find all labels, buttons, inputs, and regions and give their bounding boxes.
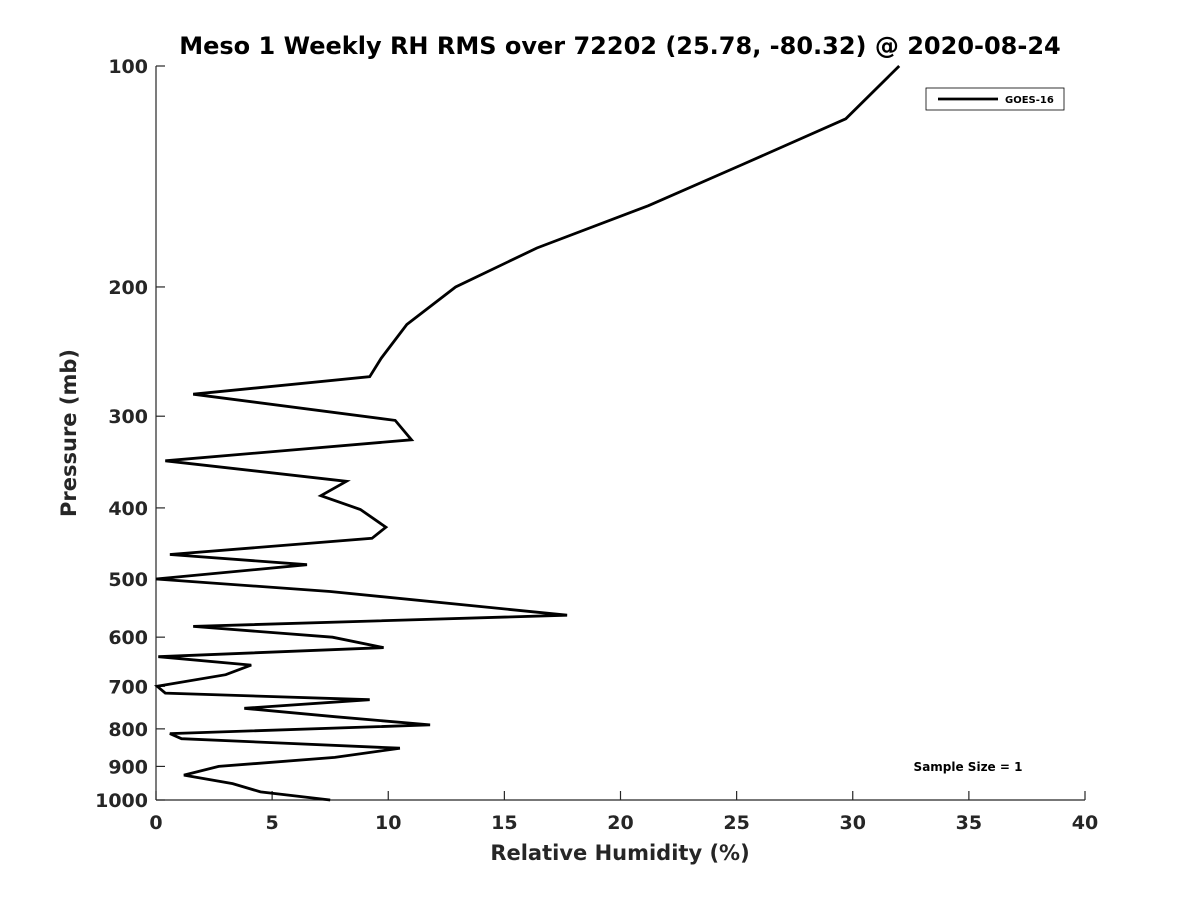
y-tick-label: 700: [108, 676, 148, 698]
x-tick-label: 20: [607, 812, 633, 834]
x-tick-label: 30: [840, 812, 866, 834]
y-tick-label: 300: [108, 406, 148, 428]
x-ticks: 0 5 10 15 20 25 30 35 40: [149, 791, 1098, 834]
y-tick-label: 900: [108, 756, 148, 778]
y-ticks: 100 200 300 400 500 600 700 800 900 1000: [95, 56, 165, 812]
y-tick-label: 100: [108, 56, 148, 78]
x-tick-label: 35: [956, 812, 982, 834]
series-line-goes-16: [153, 65, 901, 802]
plot-area: [153, 65, 901, 802]
y-tick-label: 500: [108, 569, 148, 591]
x-tick-label: 10: [375, 812, 401, 834]
y-tick-label: 800: [108, 719, 148, 741]
y-tick-label: 1000: [95, 790, 148, 812]
x-tick-label: 5: [266, 812, 279, 834]
x-tick-label: 25: [723, 812, 749, 834]
sample-size-annotation: Sample Size = 1: [914, 760, 1023, 774]
y-tick-label: 200: [108, 277, 148, 299]
legend-label: GOES-16: [1005, 95, 1054, 106]
x-tick-label: 15: [491, 812, 517, 834]
x-tick-label: 0: [149, 812, 162, 834]
y-tick-label: 400: [108, 498, 148, 520]
y-tick-label: 600: [108, 627, 148, 649]
legend: GOES-16: [925, 87, 1065, 111]
y-axis-label: Pressure (mb): [57, 349, 81, 517]
chart-title: Meso 1 Weekly RH RMS over 72202 (25.78, …: [179, 32, 1061, 60]
x-axis-label: Relative Humidity (%): [490, 841, 749, 865]
x-tick-label: 40: [1072, 812, 1098, 834]
